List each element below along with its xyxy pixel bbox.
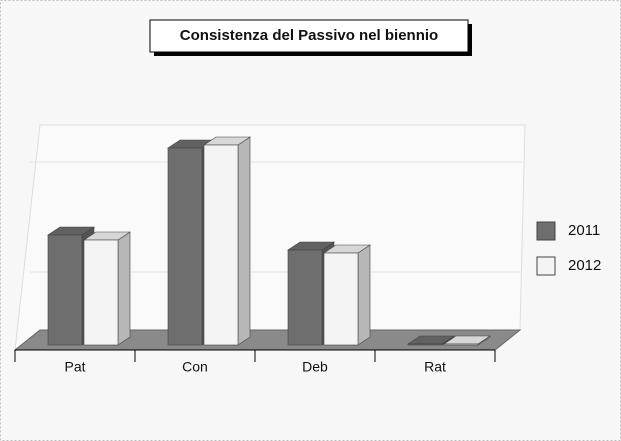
legend-label: 2012 [568, 257, 601, 274]
bar [323, 252, 359, 346]
bar [47, 234, 83, 346]
bar [443, 343, 479, 346]
legend-label: 2011 [568, 222, 600, 239]
x-tick-label: Pat [64, 359, 85, 375]
bar [167, 147, 203, 346]
x-tick-label: Con [182, 359, 208, 375]
legend-swatch [536, 256, 556, 276]
legend-swatch [536, 221, 556, 241]
bar [83, 239, 119, 346]
x-tick-label: Rat [424, 359, 446, 375]
bar-side [237, 136, 251, 346]
bar [203, 144, 239, 346]
chart-title: Consistenza del Passivo nel biennio [180, 27, 438, 44]
bar-side [357, 244, 371, 346]
bar [407, 343, 443, 346]
bar-side [117, 231, 131, 346]
x-tick-label: Deb [302, 359, 328, 375]
bar [287, 249, 323, 346]
title-box [149, 19, 469, 53]
